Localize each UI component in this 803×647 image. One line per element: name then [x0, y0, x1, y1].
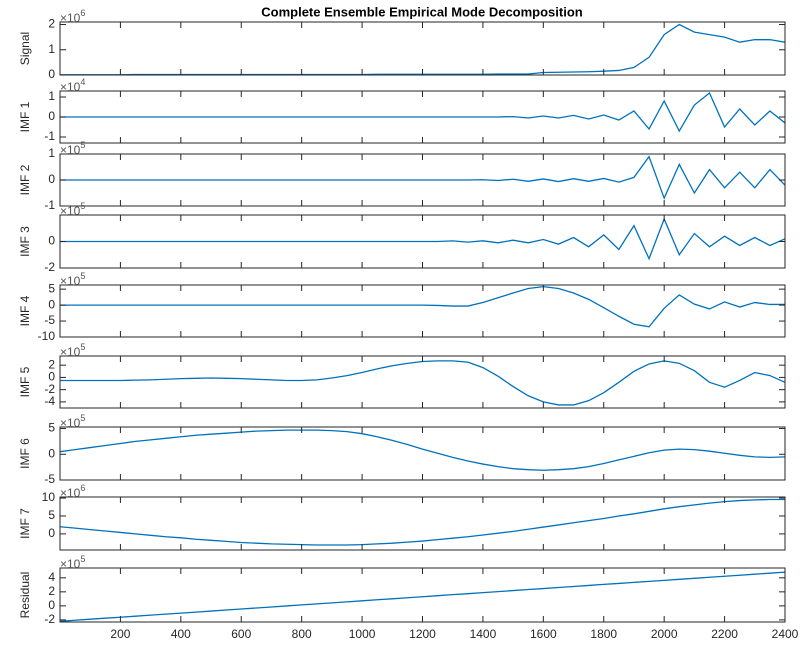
y-tick-label: 4: [48, 570, 55, 584]
exponent-power: 5: [80, 342, 85, 352]
chart-title: Complete Ensemble Empirical Mode Decompo…: [261, 4, 583, 19]
y-axis-label: IMF 3: [18, 226, 32, 257]
y-tick-label: 0: [48, 234, 55, 248]
exponent-base: ×10: [60, 11, 81, 25]
exponent-base: ×10: [60, 274, 81, 288]
y-axis-label: IMF 1: [18, 101, 32, 132]
y-axis-label: IMF 7: [18, 508, 32, 539]
y-tick-label: 0: [48, 598, 55, 612]
signal-line: [60, 91, 785, 133]
exponent-power: 5: [80, 140, 85, 150]
y-tick-label: 2: [48, 357, 55, 371]
exponent-label: ×105: [60, 271, 85, 288]
axes-box: [59, 426, 786, 481]
exponent-base: ×10: [60, 486, 81, 500]
y-axis-label: IMF 5: [18, 366, 32, 397]
x-tick-label: 1400: [470, 627, 497, 641]
exponent-label: ×105: [60, 140, 85, 157]
y-tick-label: 2: [48, 584, 55, 598]
axes-box: [59, 153, 786, 207]
y-tick-label: -5: [44, 472, 55, 486]
y-axis-label: IMF 2: [18, 164, 32, 195]
axes-box: [59, 90, 786, 144]
exponent-label: ×105: [60, 342, 85, 359]
y-tick-label: -5: [44, 313, 55, 327]
axes-box: [59, 21, 786, 76]
signal-line: [60, 429, 785, 471]
y-tick-label: 0: [48, 67, 55, 81]
y-tick-label: 0: [48, 297, 55, 311]
y-tick-label: 1: [48, 89, 55, 103]
x-tick-label: 1200: [409, 627, 436, 641]
y-tick-label: 10: [42, 490, 56, 504]
y-tick-label: -4: [44, 394, 55, 408]
signal-line: [60, 498, 785, 546]
y-tick-label: 5: [48, 421, 55, 435]
x-tick-label: 800: [292, 627, 312, 641]
y-tick-label: -10: [38, 329, 56, 343]
signal-line: [60, 155, 785, 200]
exponent-base: ×10: [60, 557, 81, 571]
x-tick-label: 2000: [651, 627, 678, 641]
axes-box: [59, 496, 786, 551]
y-tick-label: 0: [48, 109, 55, 123]
exponent-power: 6: [80, 8, 85, 18]
exponent-label: ×106: [60, 483, 85, 500]
x-tick-label: 2400: [772, 627, 799, 641]
y-tick-label: 0: [48, 370, 55, 384]
x-tick-label: 600: [231, 627, 251, 641]
axes-box: [59, 567, 786, 623]
exponent-label: ×106: [60, 8, 85, 25]
exponent-label: ×105: [60, 554, 85, 571]
y-tick-label: 5: [48, 281, 55, 295]
exponent-power: 5: [80, 413, 85, 423]
signal-line: [60, 571, 785, 622]
x-tick-label: 2200: [711, 627, 738, 641]
exponent-label: ×105: [60, 413, 85, 430]
y-tick-label: 0: [48, 526, 55, 540]
x-tick-label: 1600: [530, 627, 557, 641]
y-tick-label: -1: [44, 198, 55, 212]
exponent-base: ×10: [60, 204, 81, 218]
y-tick-label: 0: [48, 172, 55, 186]
y-tick-label: -2: [44, 260, 55, 274]
y-axis-label: Residual: [18, 572, 32, 619]
exponent-power: 5: [80, 271, 85, 281]
exponent-base: ×10: [60, 416, 81, 430]
exponent-power: 5: [80, 201, 85, 211]
y-axis-label: IMF 4: [18, 295, 32, 326]
axes-box: [59, 284, 786, 338]
y-tick-label: 1: [48, 42, 55, 56]
y-tick-label: -2: [44, 612, 55, 626]
x-tick-label: 1800: [590, 627, 617, 641]
exponent-base: ×10: [60, 80, 81, 94]
y-tick-label: -1: [44, 129, 55, 143]
signal-line: [60, 285, 785, 328]
y-axis-label: IMF 6: [18, 438, 32, 469]
exponent-power: 6: [80, 483, 85, 493]
x-tick-label: 400: [171, 627, 191, 641]
x-tick-label: 200: [110, 627, 130, 641]
exponent-label: ×104: [60, 77, 85, 94]
y-tick-label: 0: [48, 446, 55, 460]
exponent-power: 5: [80, 554, 85, 564]
y-tick-label: 5: [48, 508, 55, 522]
x-tick-label: 1000: [349, 627, 376, 641]
y-axis-label: Signal: [18, 32, 32, 65]
y-tick-label: 2: [48, 17, 55, 31]
y-tick-label: -2: [44, 382, 55, 396]
axes-box: [59, 355, 786, 409]
exponent-base: ×10: [60, 345, 81, 359]
axes-box: [59, 214, 786, 269]
exponent-label: ×105: [60, 201, 85, 218]
exponent-power: 4: [80, 77, 85, 87]
y-tick-label: 1: [48, 146, 55, 160]
exponent-base: ×10: [60, 143, 81, 157]
